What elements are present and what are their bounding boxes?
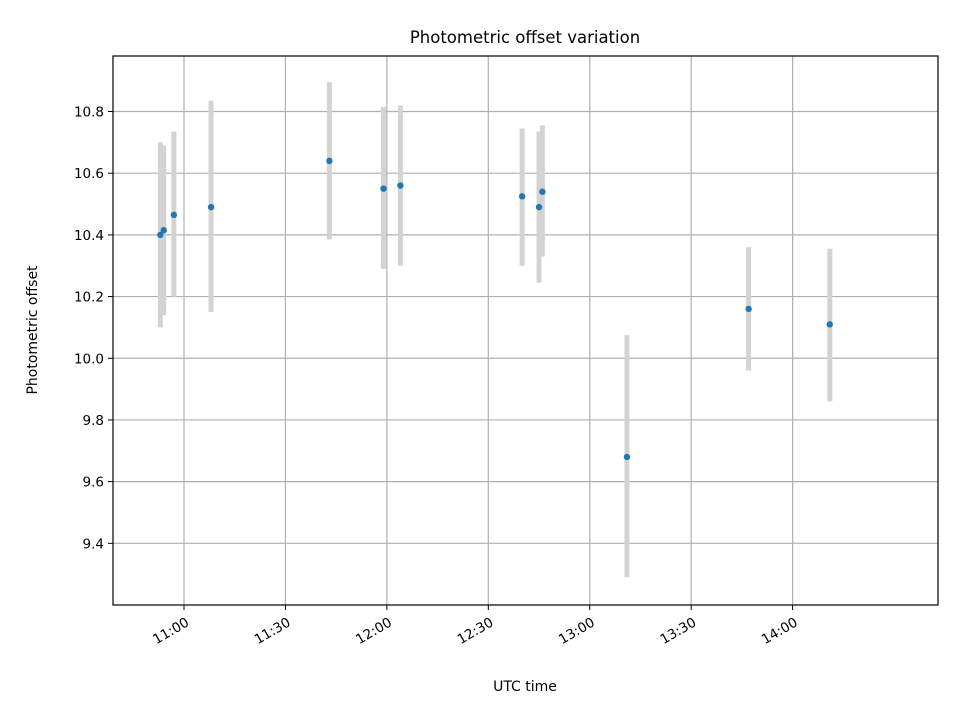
data-point (157, 231, 164, 239)
y-tick-label: 9.6 (83, 475, 104, 491)
x-axis-label: UTC time (493, 679, 557, 695)
data-point (170, 211, 178, 219)
x-tick-label: 12:00 (353, 615, 395, 648)
x-tick-label: 11:30 (252, 615, 294, 648)
plot-area-frame (112, 55, 939, 606)
grid-lines (113, 56, 938, 605)
data-points (157, 157, 834, 461)
error-bars (157, 82, 833, 578)
chart-title: Photometric offset variation (410, 28, 640, 47)
y-axis-ticks: 9.4 9.6 9.8 10.0 10.2 10.4 10.6 10.8 (74, 105, 113, 552)
x-tick-label: 11:00 (150, 615, 192, 648)
x-tick-label: 14:00 (759, 615, 801, 648)
data-point (539, 188, 546, 195)
y-tick-label: 10.6 (74, 166, 104, 182)
data-point (326, 157, 333, 165)
y-tick-label: 10.0 (74, 351, 104, 367)
y-tick-label: 10.2 (74, 290, 104, 306)
data-point (623, 453, 631, 461)
data-point (207, 203, 215, 211)
x-tick-label: 13:30 (657, 615, 699, 648)
y-tick-label: 10.4 (74, 228, 104, 244)
data-point (160, 227, 167, 234)
data-point (745, 305, 752, 313)
x-tick-label: 13:00 (556, 615, 598, 648)
data-point (518, 193, 526, 200)
x-axis-ticks: 11:00 11:30 12:00 12:30 13:00 13:30 14:00 (150, 605, 801, 648)
y-tick-label: 10.8 (74, 105, 104, 121)
data-point (826, 321, 834, 328)
y-tick-label: 9.8 (83, 413, 104, 429)
data-point (535, 203, 543, 211)
x-tick-label: 12:30 (455, 615, 497, 648)
data-point (397, 182, 404, 189)
y-axis-label: Photometric offset (25, 265, 41, 395)
data-point (380, 185, 387, 192)
y-tick-label: 9.4 (83, 536, 104, 552)
